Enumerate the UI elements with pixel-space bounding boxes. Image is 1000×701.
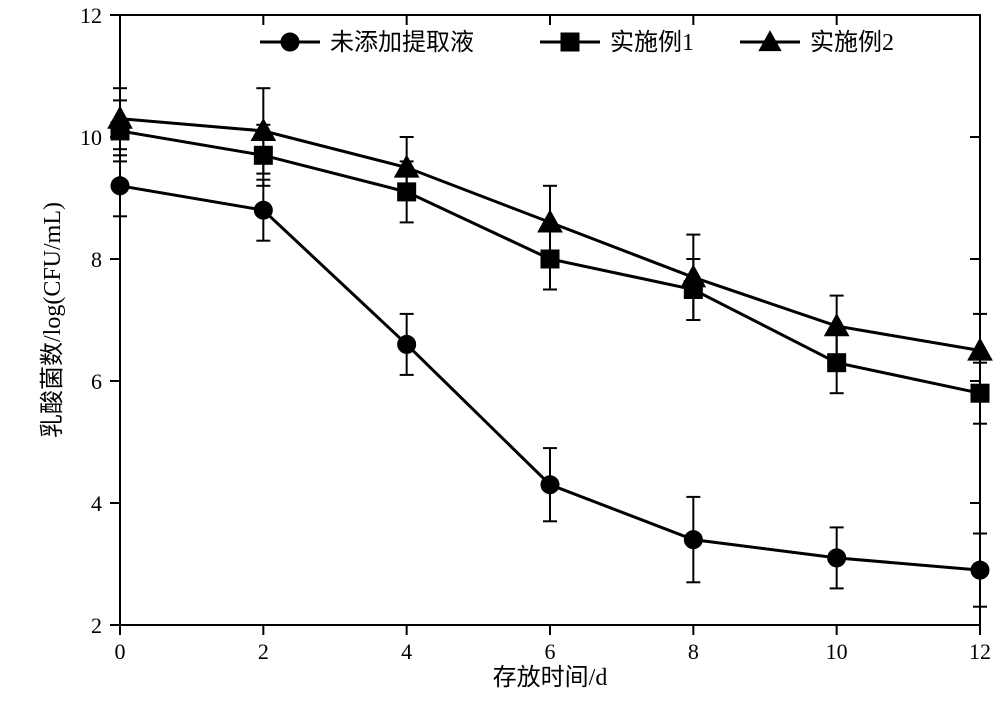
x-axis-label: 存放时间/d — [493, 664, 608, 691]
y-axis-label: 乳酸菌数/log(CFU/mL) — [39, 202, 66, 438]
svg-text:12: 12 — [80, 3, 102, 28]
legend-item-label: 实施例1 — [610, 29, 694, 56]
svg-text:12: 12 — [969, 639, 991, 664]
svg-text:6: 6 — [545, 639, 556, 664]
legend-item-label: 未添加提取液 — [330, 29, 474, 56]
svg-text:0: 0 — [115, 639, 126, 664]
svg-text:8: 8 — [688, 639, 699, 664]
chart-container: 02468101224681012存放时间/d乳酸菌数/log(CFU/mL)未… — [0, 0, 1000, 701]
svg-text:4: 4 — [401, 639, 412, 664]
svg-text:10: 10 — [826, 639, 848, 664]
svg-text:8: 8 — [91, 247, 102, 272]
line-chart: 02468101224681012存放时间/d乳酸菌数/log(CFU/mL)未… — [0, 0, 1000, 701]
svg-text:2: 2 — [258, 639, 269, 664]
legend-item-label: 实施例2 — [810, 29, 894, 56]
svg-text:6: 6 — [91, 369, 102, 394]
svg-text:4: 4 — [91, 491, 102, 516]
svg-text:2: 2 — [91, 613, 102, 638]
svg-text:10: 10 — [80, 125, 102, 150]
